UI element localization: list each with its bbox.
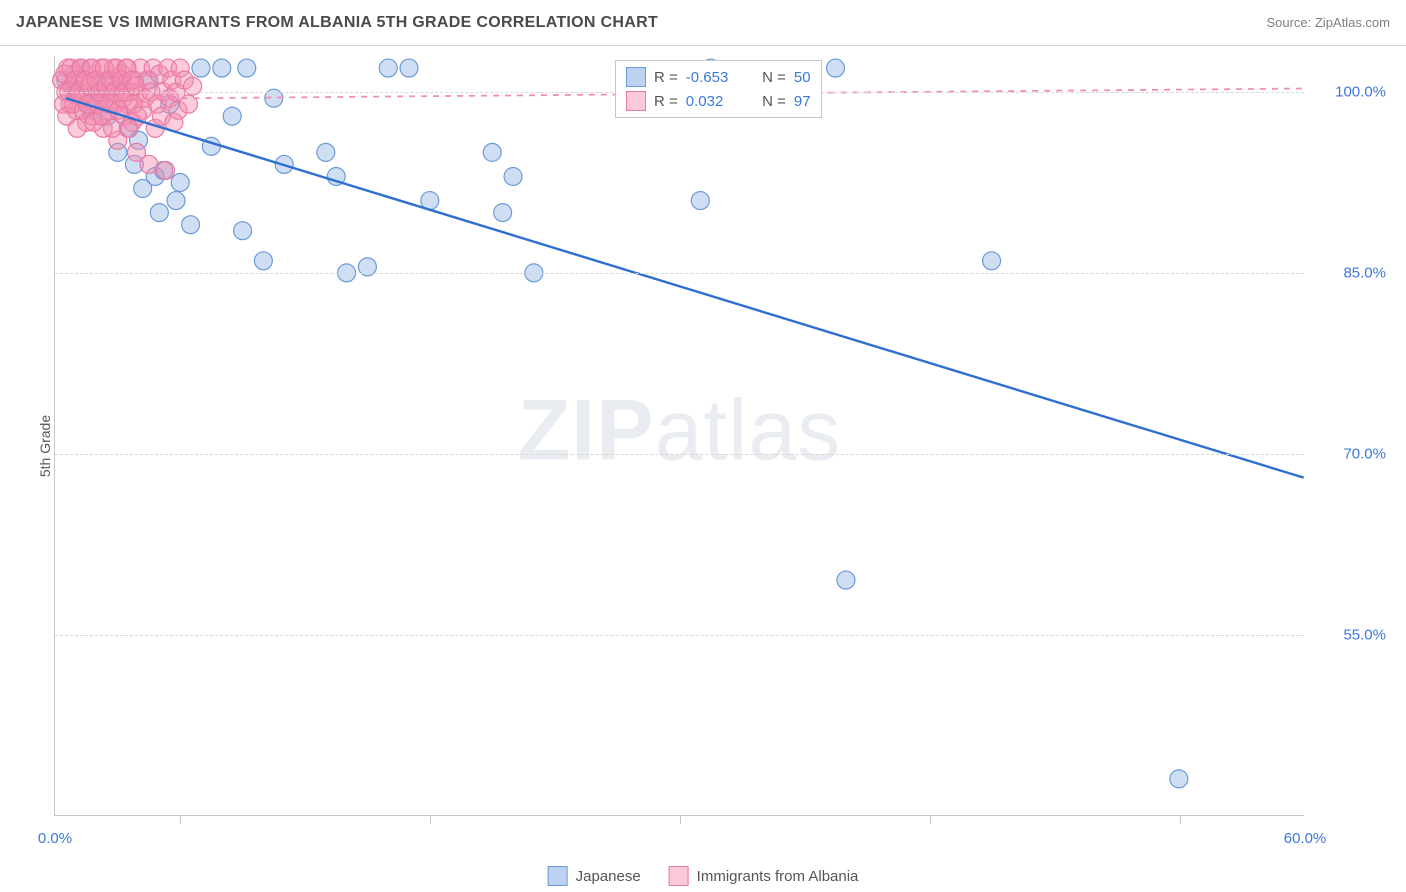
data-point <box>140 155 158 173</box>
trend-line <box>66 98 1304 478</box>
y-tick-label: 85.0% <box>1343 265 1386 282</box>
y-tick-label: 55.0% <box>1343 627 1386 644</box>
legend-label: Japanese <box>576 868 641 885</box>
y-tick-label: 100.0% <box>1335 84 1386 101</box>
data-point <box>238 59 256 77</box>
legend-row: R = 0.032 N = 97 <box>626 91 811 111</box>
data-point <box>827 59 845 77</box>
data-point <box>223 107 241 125</box>
data-point <box>192 59 210 77</box>
x-tick <box>680 816 681 824</box>
legend-n-value: 97 <box>794 93 811 110</box>
x-tick-label: 60.0% <box>1284 830 1327 847</box>
source-attribution: Source: ZipAtlas.com <box>1266 15 1390 30</box>
legend-row: R = -0.653 N = 50 <box>626 67 811 87</box>
data-point <box>317 143 335 161</box>
plot-area: ZIPatlas 55.0%70.0%85.0%100.0%0.0%60.0%R… <box>54 56 1304 816</box>
legend-swatch <box>626 91 646 111</box>
x-tick <box>1180 816 1181 824</box>
data-point <box>504 167 522 185</box>
chart-svg <box>55 56 1304 815</box>
data-point <box>68 119 86 137</box>
data-point <box>400 59 418 77</box>
data-point <box>234 222 252 240</box>
legend-swatch <box>548 866 568 886</box>
series-japanese <box>57 59 1188 788</box>
legend-n-value: 50 <box>794 69 811 86</box>
legend-item: Immigrants from Albania <box>669 866 859 886</box>
data-point <box>494 204 512 222</box>
y-axis-label: 5th Grade <box>37 415 53 477</box>
data-point <box>1170 770 1188 788</box>
legend-r-value: -0.653 <box>686 69 746 86</box>
source-prefix: Source: <box>1266 15 1314 30</box>
data-point <box>691 192 709 210</box>
x-tick-label: 0.0% <box>38 830 72 847</box>
gridline-h <box>55 273 1304 274</box>
y-tick-label: 70.0% <box>1343 446 1386 463</box>
legend-correlation: R = -0.653 N = 50R = 0.032 N = 97 <box>615 60 822 118</box>
legend-bottom: Japanese Immigrants from Albania <box>548 866 859 886</box>
data-point <box>157 161 175 179</box>
data-point <box>167 192 185 210</box>
legend-swatch <box>669 866 689 886</box>
data-point <box>379 59 397 77</box>
gridline-h <box>55 454 1304 455</box>
legend-label: Immigrants from Albania <box>697 868 859 885</box>
legend-item: Japanese <box>548 866 641 886</box>
legend-n-label: N = <box>754 93 786 110</box>
data-point <box>213 59 231 77</box>
legend-r-label: R = <box>654 93 678 110</box>
data-point <box>983 252 1001 270</box>
x-tick <box>430 816 431 824</box>
data-point <box>150 204 168 222</box>
data-point <box>182 216 200 234</box>
legend-r-value: 0.032 <box>686 93 746 110</box>
data-point <box>483 143 501 161</box>
x-tick <box>930 816 931 824</box>
chart-title: JAPANESE VS IMMIGRANTS FROM ALBANIA 5TH … <box>16 14 658 32</box>
legend-swatch <box>626 67 646 87</box>
data-point <box>837 571 855 589</box>
data-point <box>171 174 189 192</box>
gridline-h <box>55 635 1304 636</box>
legend-r-label: R = <box>654 69 678 86</box>
source-name: ZipAtlas.com <box>1315 15 1390 30</box>
legend-n-label: N = <box>754 69 786 86</box>
x-tick <box>180 816 181 824</box>
data-point <box>254 252 272 270</box>
header: JAPANESE VS IMMIGRANTS FROM ALBANIA 5TH … <box>0 0 1406 46</box>
data-point <box>104 119 122 137</box>
